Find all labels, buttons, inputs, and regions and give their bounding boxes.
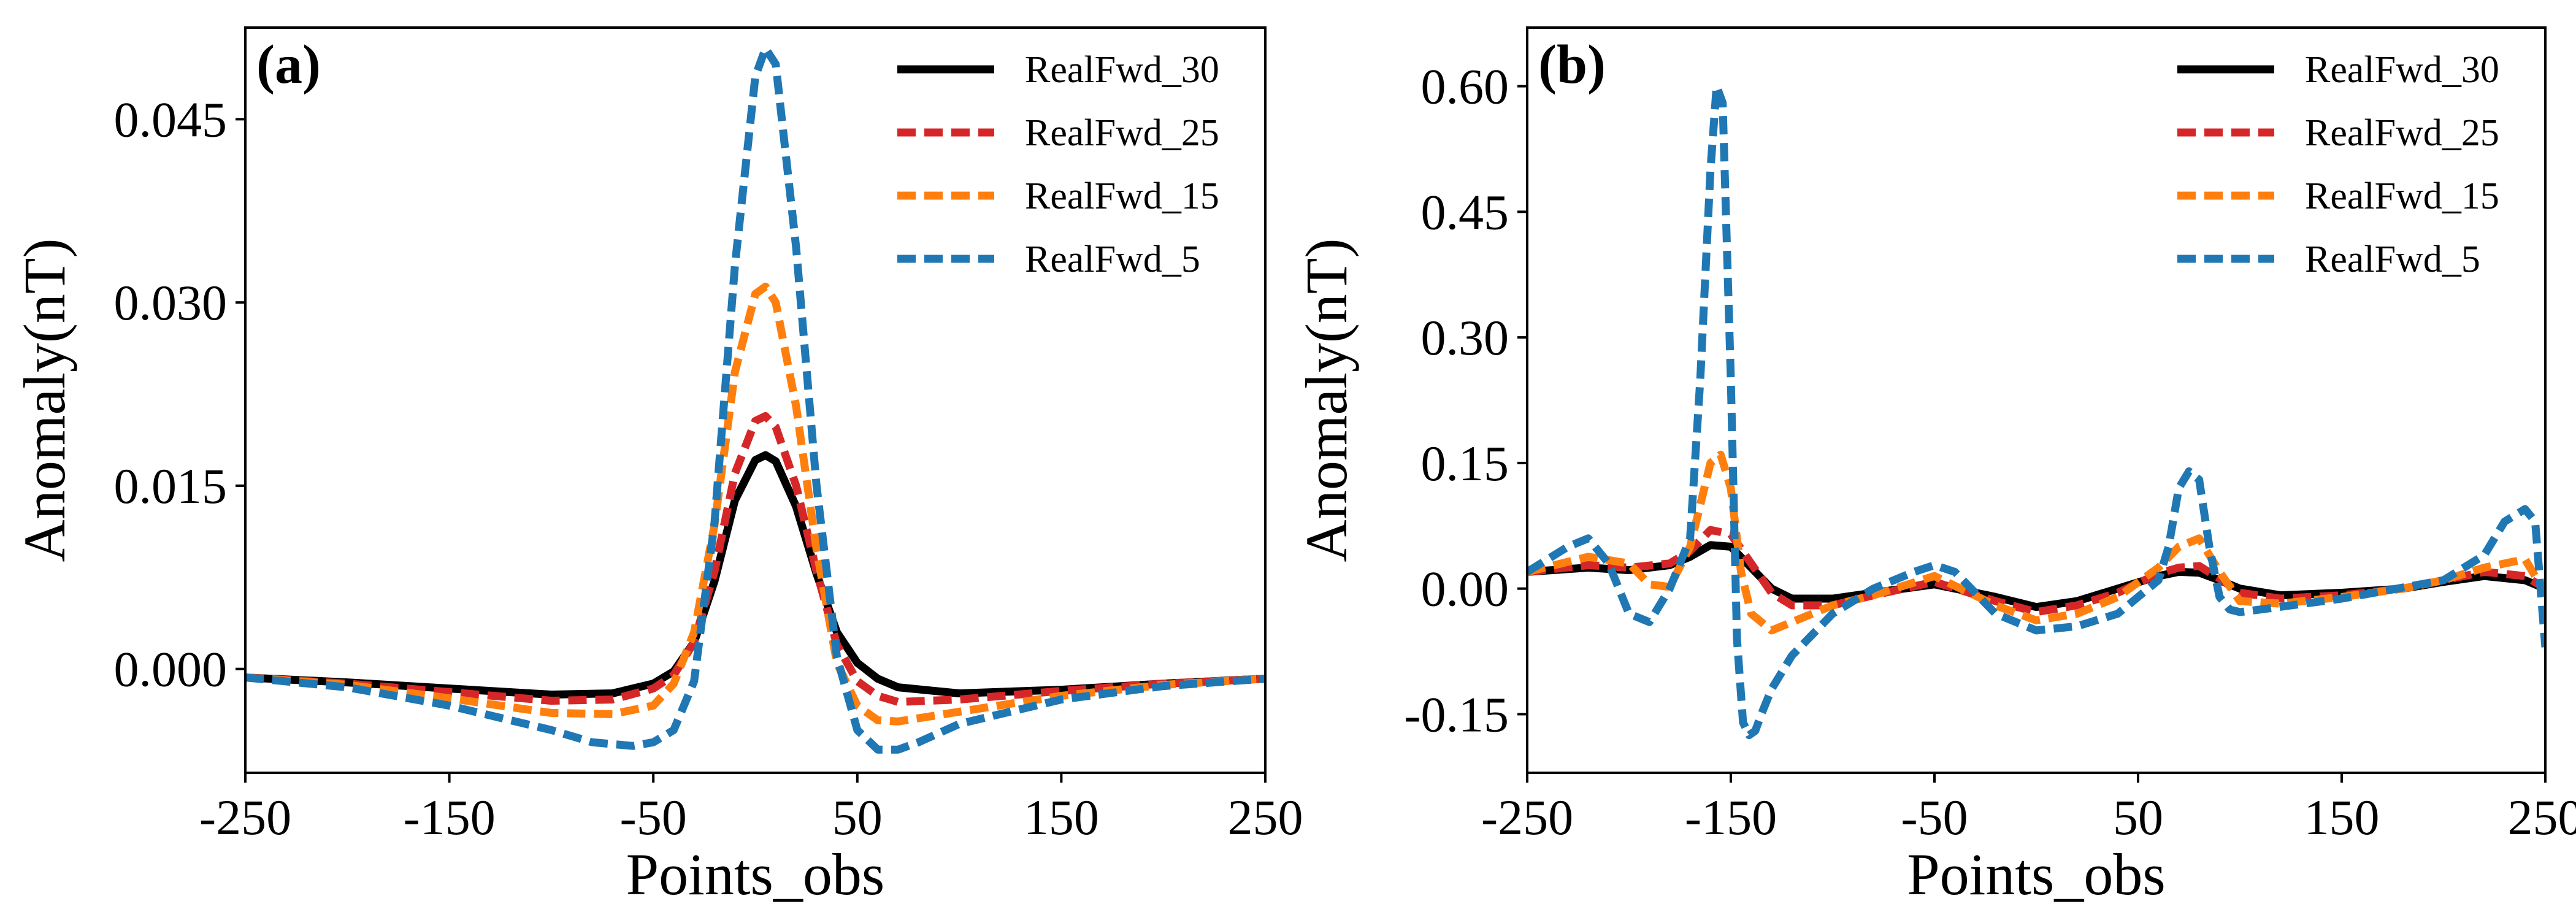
series-line-realfwd-5 [245,44,1265,754]
x-tick-label: 50 [2113,789,2163,845]
x-axis-label: Points_obs [626,841,884,907]
y-tick-label: 0.30 [1421,310,1509,366]
x-axis-label: Points_obs [1907,841,2165,907]
legend-label: RealFwd_25 [1025,112,1219,154]
x-tick-label: -50 [1901,789,1968,845]
legend-label: RealFwd_15 [1025,175,1219,217]
y-tick-label: -0.15 [1404,686,1509,742]
legend-label: RealFwd_5 [1025,239,1200,280]
series-line-realfwd-15 [245,282,1265,726]
x-tick-label: -250 [199,789,291,845]
y-tick-label: 0.15 [1421,435,1509,491]
series-line-realfwd-30 [245,451,1265,699]
legend: RealFwd_30 RealFwd_25 RealFwd_15 RealFwd_5 [897,49,1219,280]
y-tick-label: 0.015 [114,458,228,514]
y-tick-label: 0.045 [114,91,228,147]
y-axis-label: Anomaly(nT) [12,239,77,562]
panel-tag: (b) [1538,34,1606,95]
y-tick-label: 0.000 [114,642,228,697]
legend-label: RealFwd_25 [2305,112,2499,154]
y-tick-label: 0.00 [1421,561,1509,617]
legend: RealFwd_30 RealFwd_25 RealFwd_15 RealFwd_5 [2177,49,2499,280]
x-tick-label: 250 [2508,789,2576,845]
x-tick-label: -150 [1685,789,1777,845]
y-axis-label: Anomaly(nT) [1294,239,1359,562]
y-tick-label: 0.030 [114,275,228,331]
y-tick-label: 0.60 [1421,59,1509,115]
x-tick-label: -50 [620,789,687,845]
chart-panel-2: -250 -150 -50 50 150 250 -0.15 0.00 0.15 0.30 0.45… [1294,26,2576,907]
legend-label: RealFwd_15 [2305,175,2499,217]
series-line-realfwd-15 [1527,450,2545,635]
plot-frame [1526,26,2547,774]
panel-tag: (a) [256,34,321,95]
series-line-realfwd-25 [245,412,1265,706]
chart-panel-1: -250 -150 -50 50 150 250 0.000 0.015 0.030 0.045 P… [12,26,1303,907]
x-tick-label: 150 [1024,789,1099,845]
x-tick-label: 150 [2304,789,2380,845]
legend-label: RealFwd_30 [1025,49,1219,91]
x-tick-label: -250 [1481,789,1573,845]
x-tick-label: 50 [832,789,883,845]
y-tick-label: 0.45 [1421,184,1509,240]
x-tick-label: -150 [403,789,495,845]
legend-label: RealFwd_5 [2305,239,2480,280]
legend-label: RealFwd_30 [2305,49,2499,91]
plot-frame [244,26,1267,774]
x-tick-label: 250 [1228,789,1303,845]
series-line-realfwd-5 [1527,82,2545,740]
